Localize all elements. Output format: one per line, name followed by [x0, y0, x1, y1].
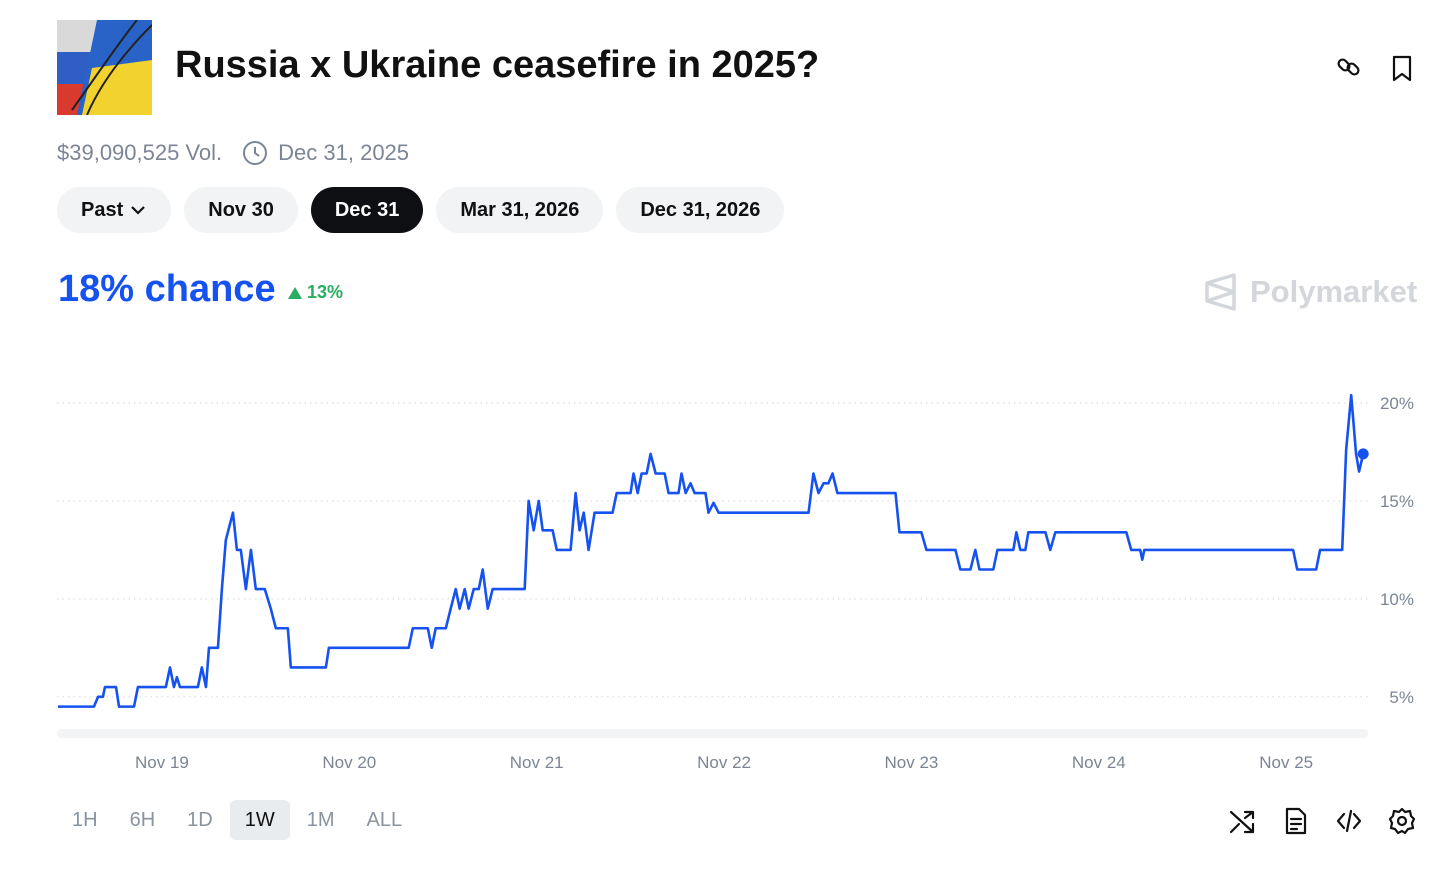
clock-icon	[243, 141, 268, 165]
market-image	[57, 20, 152, 115]
y-tick-label: 5%	[1389, 688, 1414, 707]
date-tab[interactable]: Mar 31, 2026	[436, 187, 604, 233]
date-tab[interactable]: Dec 31, 2026	[616, 187, 785, 233]
market-meta: $39,090,525 Vol. Dec 31, 2025	[57, 140, 409, 166]
x-tick-label: Nov 25	[1259, 753, 1313, 772]
link-icon[interactable]	[1337, 58, 1360, 76]
x-tick-label: Nov 24	[1072, 753, 1126, 772]
embed-icon[interactable]	[1336, 809, 1362, 833]
x-tick-label: Nov 21	[510, 753, 564, 772]
change-value: 13%	[307, 282, 344, 302]
y-tick-label: 10%	[1380, 590, 1414, 609]
chevron[interactable]	[129, 204, 147, 216]
shuffle-icon[interactable]	[1229, 810, 1255, 834]
range-tab[interactable]: 6H	[129, 808, 156, 831]
range-tab[interactable]: 1W	[229, 800, 290, 840]
y-tick-label: 20%	[1380, 394, 1414, 413]
end-date: Dec 31, 2025	[278, 140, 410, 165]
price-line	[57, 393, 1365, 708]
range-tabs: 1H 6H 1D 1W 1M ALL	[57, 800, 417, 840]
date-tabs: Past Nov 30 Dec 31 Mar 31, 2026 Dec 31, 2026	[57, 187, 785, 233]
range-tab[interactable]: ALL	[366, 808, 403, 831]
brand-name: Polymarket	[1250, 274, 1418, 309]
document-icon[interactable]	[1285, 807, 1307, 835]
x-tick-label: Nov 19	[135, 753, 189, 772]
bookmark-icon[interactable]	[1392, 55, 1412, 82]
market-title: Russia x Ukraine ceasefire in 2025?	[175, 44, 820, 86]
date-tab[interactable]: Nov 30	[184, 187, 298, 233]
y-tick-label: 15%	[1380, 492, 1414, 511]
x-tick-label: Nov 22	[697, 753, 751, 772]
volume: $39,090,525 Vol.	[57, 140, 223, 165]
chevron-path[interactable]	[131, 206, 146, 215]
last-point	[1357, 448, 1369, 460]
chart-tools[interactable]	[1225, 804, 1425, 838]
range-tab[interactable]: 1M	[306, 808, 335, 831]
chance: 18% chance	[58, 268, 276, 310]
range-tab[interactable]: 1H	[72, 808, 98, 831]
x-tick-label: Nov 23	[884, 753, 938, 772]
change: 13%	[288, 282, 343, 303]
date-tab[interactable]: Past	[57, 187, 172, 233]
date-tab[interactable]: Dec 31	[310, 187, 424, 233]
header-actions[interactable]	[1335, 53, 1415, 83]
x-tick-label: Nov 20	[322, 753, 376, 772]
brand-logo	[1205, 273, 1236, 311]
up-arrow	[288, 286, 302, 299]
scroll-track	[57, 729, 1368, 738]
range-tab[interactable]: 1D	[187, 808, 213, 831]
brand: Polymarket	[1204, 273, 1417, 311]
settings-icon[interactable]	[1388, 807, 1416, 835]
